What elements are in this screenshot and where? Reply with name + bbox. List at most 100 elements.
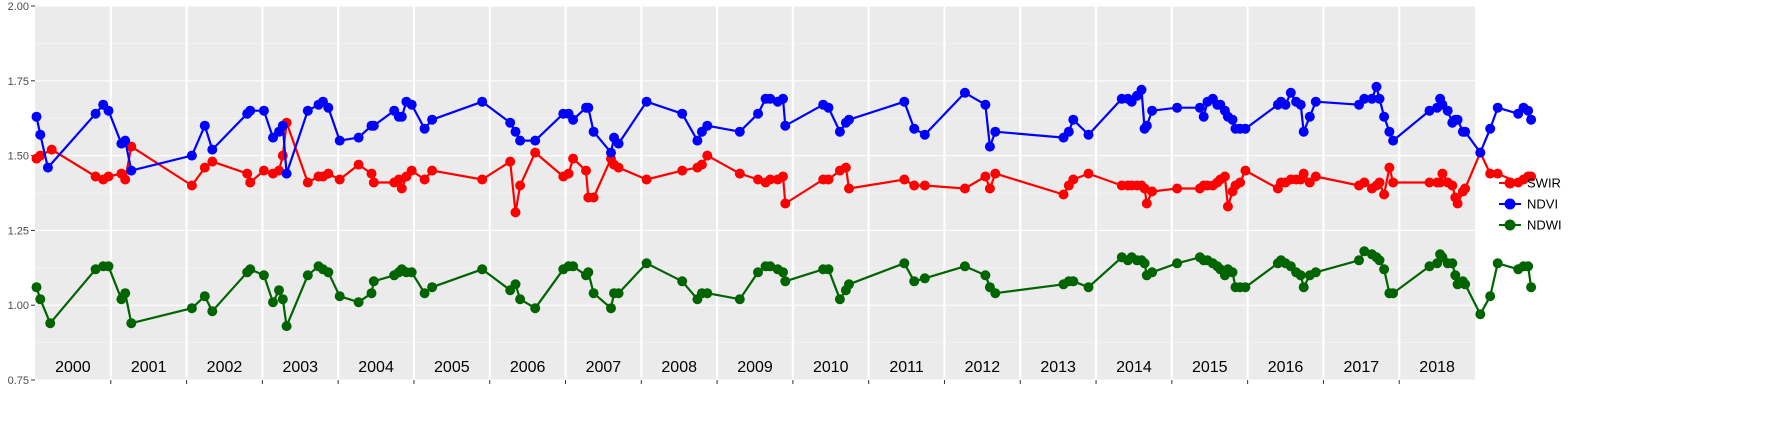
data-point-ndvi (1442, 105, 1453, 116)
data-point-ndwi (909, 276, 920, 287)
data-point-swir (1222, 201, 1233, 212)
data-point-ndvi (126, 165, 137, 176)
data-point-ndwi (844, 279, 854, 290)
data-point-swir (1058, 189, 1069, 200)
data-point-ndwi (368, 276, 379, 287)
data-point-swir (353, 159, 364, 170)
data-point-ndvi (302, 105, 313, 116)
data-point-swir (1172, 183, 1183, 194)
data-point-ndvi (1492, 102, 1503, 113)
data-point-swir (274, 165, 284, 176)
data-point-ndvi (1384, 126, 1395, 137)
data-point-ndwi (641, 258, 652, 269)
data-point-ndvi (1295, 99, 1306, 110)
data-point-ndwi (277, 294, 288, 305)
data-point-ndvi (568, 114, 579, 125)
data-point-swir (641, 174, 652, 185)
major-gridlines (35, 5, 1475, 381)
data-point-ndvi (245, 105, 256, 116)
data-point-swir (568, 153, 579, 164)
data-point-ndvi (641, 96, 652, 107)
data-point-ndvi (613, 138, 624, 149)
data-point-ndvi (844, 114, 854, 125)
series-swir (31, 117, 1537, 218)
data-point-ndwi (45, 318, 56, 329)
series-ndvi (31, 81, 1537, 179)
y-tick-label: 1.00 (8, 300, 29, 312)
data-point-ndwi (530, 303, 541, 314)
data-point-ndwi (510, 279, 521, 290)
data-point-swir (844, 183, 854, 194)
year-label: 2014 (1116, 359, 1152, 376)
data-point-ndvi (505, 117, 516, 128)
data-point-swir (613, 162, 624, 173)
data-point-ndwi (515, 294, 526, 305)
data-point-ndwi (1447, 258, 1458, 269)
data-point-swir (919, 180, 930, 191)
data-point-ndvi (1475, 147, 1486, 158)
data-point-swir (368, 177, 379, 188)
data-point-ndwi (823, 264, 834, 275)
data-point-ndwi (1147, 267, 1158, 278)
y-axis: 0.75 1.00 1.25 1.50 1.75 2.00 (8, 1, 35, 387)
data-point-ndwi (919, 273, 930, 284)
data-point-ndvi (406, 99, 417, 110)
year-separators (109, 6, 1401, 380)
series-layer (31, 81, 1537, 332)
data-point-ndvi (120, 135, 131, 146)
data-point-swir (334, 174, 345, 185)
year-label: 2017 (1344, 359, 1380, 376)
data-point-swir (1485, 168, 1496, 179)
data-point-ndvi (677, 108, 688, 119)
data-point-ndwi (1485, 291, 1496, 302)
data-point-ndvi (281, 168, 292, 179)
data-point-swir (1068, 174, 1079, 185)
data-point-ndwi (1359, 246, 1370, 257)
data-point-ndwi (1227, 267, 1238, 278)
data-point-ndwi (1172, 258, 1183, 269)
year-label: 2002 (207, 359, 243, 376)
data-point-ndwi (677, 276, 688, 287)
data-point-ndvi (765, 93, 776, 104)
year-label: 2000 (55, 359, 91, 376)
legend: SWIR NDVI NDWI (1499, 176, 1562, 233)
year-label: 2004 (358, 359, 394, 376)
data-point-ndvi (1460, 126, 1471, 137)
x-axis (110, 380, 1400, 384)
data-point-swir (1374, 177, 1385, 188)
year-label: 2012 (965, 359, 1001, 376)
data-point-ndvi (1240, 123, 1251, 134)
data-point-swir (780, 198, 791, 209)
year-label: 2008 (661, 359, 697, 376)
data-point-ndvi (323, 102, 334, 113)
data-point-ndwi (1374, 255, 1385, 266)
data-point-ndwi (419, 288, 430, 299)
data-point-ndwi (1310, 267, 1321, 278)
data-point-ndvi (1485, 123, 1496, 134)
legend-item-ndvi: NDVI (1499, 197, 1558, 212)
data-point-ndvi (199, 120, 210, 131)
year-labels: 2000 2001 2002 2003 2004 2005 2006 2007 2008 2009… (55, 359, 1455, 376)
data-point-ndwi (1354, 255, 1364, 266)
data-point-ndvi (980, 99, 991, 110)
data-point-swir (242, 168, 253, 179)
data-point-ndvi (90, 108, 101, 119)
data-point-swir (1384, 162, 1395, 173)
data-point-swir (515, 180, 526, 191)
legend-label: NDVI (1527, 197, 1558, 212)
data-point-ndvi (919, 129, 930, 140)
year-label: 2006 (510, 359, 546, 376)
data-point-ndwi (1068, 276, 1079, 287)
data-point-ndvi (1371, 81, 1382, 92)
data-point-swir (588, 192, 599, 203)
data-point-swir (984, 183, 995, 194)
data-point-ndvi (606, 147, 616, 158)
data-point-ndvi (103, 105, 114, 116)
data-point-ndwi (1492, 258, 1503, 269)
data-point-ndvi (823, 102, 834, 113)
data-point-ndwi (1298, 282, 1309, 293)
data-point-ndwi (268, 297, 278, 308)
data-point-swir (396, 183, 407, 194)
data-point-ndwi (477, 264, 488, 275)
data-point-ndwi (834, 294, 845, 305)
